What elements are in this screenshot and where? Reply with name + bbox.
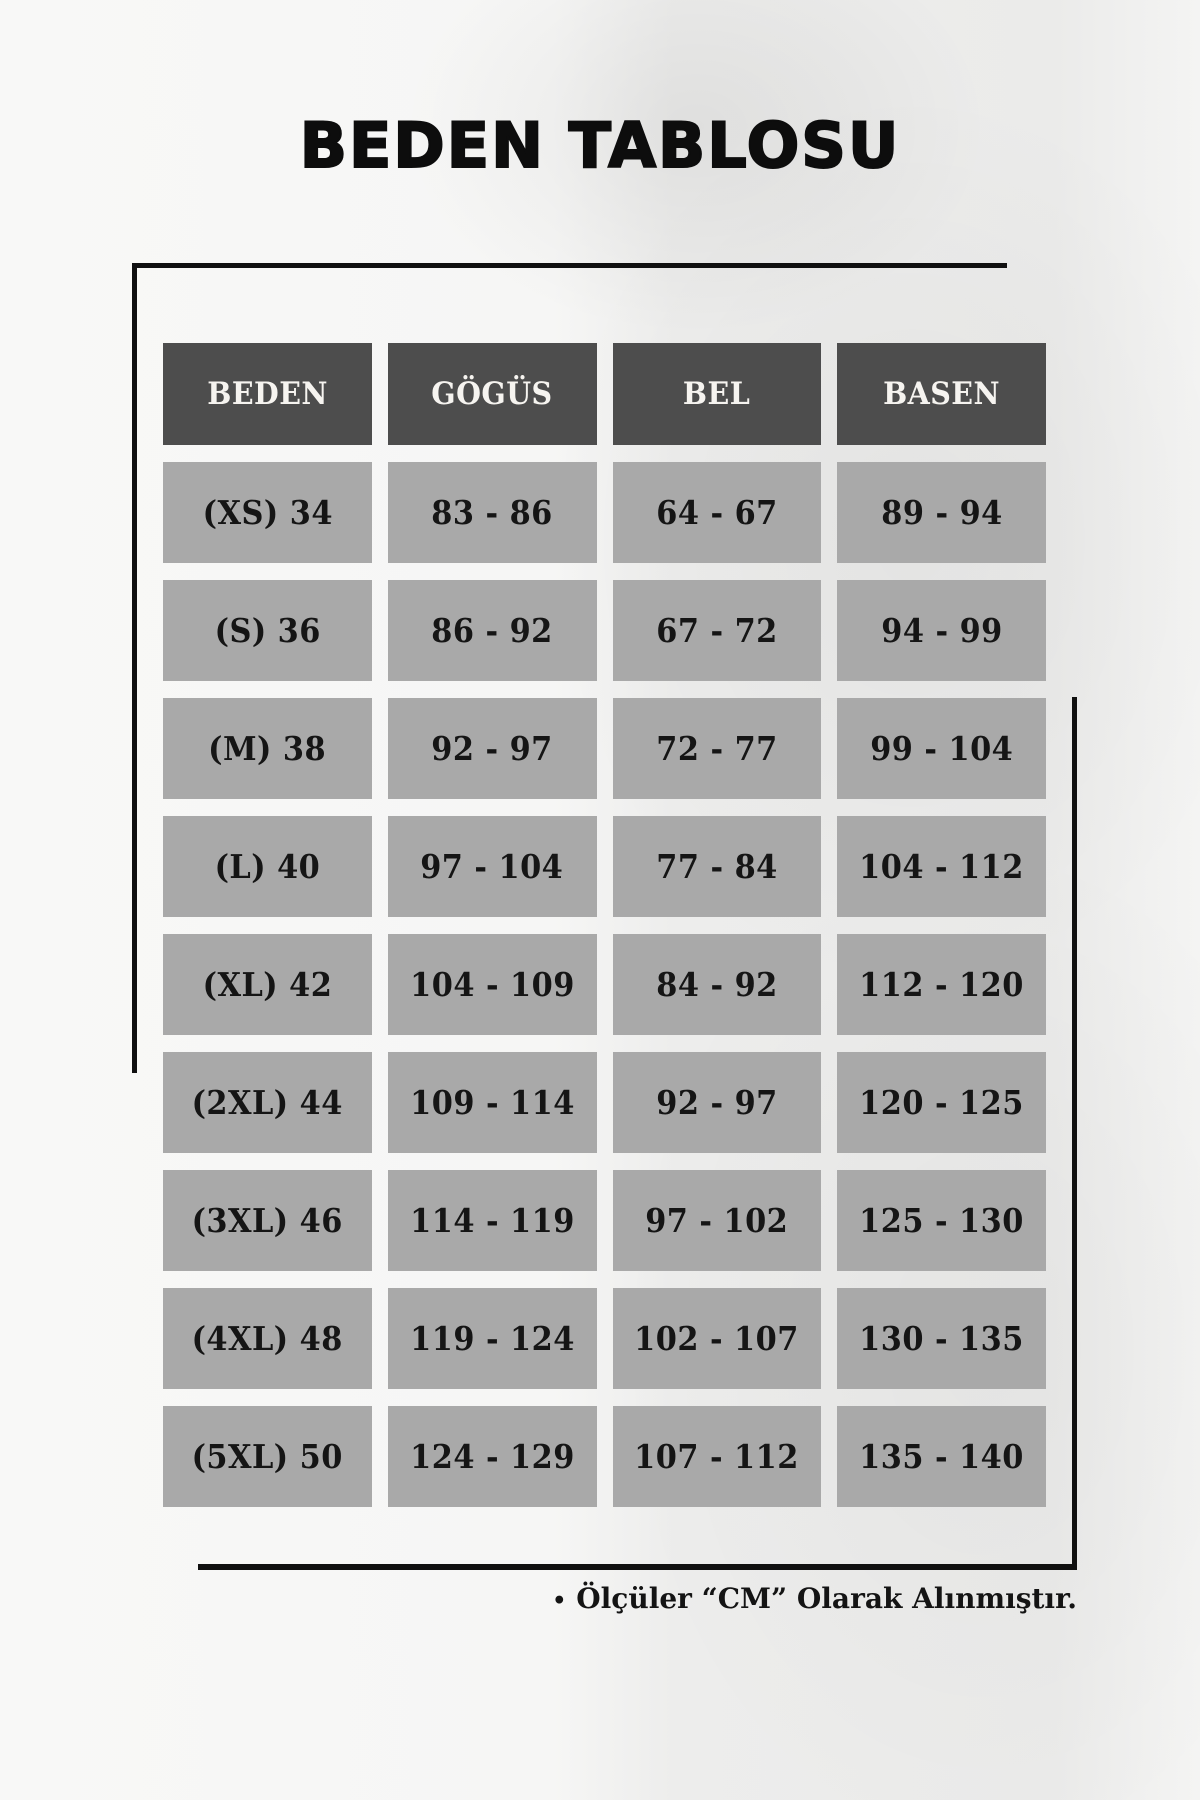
table-cell: (S) 36 bbox=[163, 580, 372, 681]
table-cell-value: 77 - 84 bbox=[656, 847, 778, 886]
table-cell-value: 67 - 72 bbox=[656, 611, 778, 650]
table-cell-value: 109 - 114 bbox=[409, 1083, 575, 1122]
header-cell-label: BASEN bbox=[883, 376, 1001, 412]
table-cell-value: (S) 36 bbox=[214, 611, 321, 650]
table-cell-value: 83 - 86 bbox=[431, 493, 553, 532]
table-cell: 109 - 114 bbox=[387, 1052, 597, 1153]
table-cell-value: 114 - 119 bbox=[409, 1201, 575, 1240]
table-cell-value: (M) 38 bbox=[208, 729, 327, 768]
table-cell-value: 125 - 130 bbox=[859, 1201, 1024, 1240]
table-cell-value: 99 - 104 bbox=[870, 729, 1014, 768]
table-cell: 135 - 140 bbox=[837, 1406, 1046, 1507]
table-cell: 72 - 77 bbox=[612, 698, 822, 799]
table-cell-value: 102 - 107 bbox=[634, 1319, 800, 1358]
table-cell: 84 - 92 bbox=[612, 934, 822, 1035]
table-cell: 94 - 99 bbox=[837, 580, 1046, 681]
table-cell: (M) 38 bbox=[163, 698, 372, 799]
table-cell: 97 - 104 bbox=[387, 816, 597, 917]
table-cell-value: 86 - 92 bbox=[431, 611, 553, 650]
table-cell-value: 97 - 102 bbox=[645, 1201, 789, 1240]
table-cell-value: 104 - 109 bbox=[409, 965, 575, 1004]
table-cell-value: 130 - 135 bbox=[859, 1319, 1024, 1358]
table-cell-value: (4XL) 48 bbox=[191, 1319, 344, 1358]
table-cell: 102 - 107 bbox=[612, 1288, 822, 1389]
header-cell-1: GÖGÜS bbox=[387, 343, 597, 445]
table-cell-value: 92 - 97 bbox=[656, 1083, 778, 1122]
table-cell-value: 112 - 120 bbox=[859, 965, 1024, 1004]
frame-top-line bbox=[134, 263, 1007, 268]
table-cell: 83 - 86 bbox=[387, 462, 597, 563]
table-cell-value: 104 - 112 bbox=[859, 847, 1024, 886]
table-cell-value: 94 - 99 bbox=[880, 611, 1003, 650]
table-cell-value: 72 - 77 bbox=[656, 729, 778, 768]
table-cell: 130 - 135 bbox=[837, 1288, 1046, 1389]
table-cell: 86 - 92 bbox=[387, 580, 597, 681]
table-cell: 124 - 129 bbox=[387, 1406, 597, 1507]
table-cell: 92 - 97 bbox=[612, 1052, 822, 1153]
frame-bottom-line bbox=[198, 1564, 1077, 1570]
table-cell-value: (XL) 42 bbox=[202, 965, 333, 1004]
frame-right-line bbox=[1072, 697, 1077, 1570]
table-cell-value: 89 - 94 bbox=[880, 493, 1003, 532]
table-cell: 92 - 97 bbox=[387, 698, 597, 799]
table-cell-value: (3XL) 46 bbox=[191, 1201, 344, 1240]
table-cell-value: (2XL) 44 bbox=[191, 1083, 344, 1122]
table-cell: (XL) 42 bbox=[163, 934, 372, 1035]
table-cell: 104 - 109 bbox=[387, 934, 597, 1035]
table-cell: (L) 40 bbox=[163, 816, 372, 917]
table-cell: 120 - 125 bbox=[837, 1052, 1046, 1153]
table-cell: 114 - 119 bbox=[387, 1170, 597, 1271]
table-cell: 99 - 104 bbox=[837, 698, 1046, 799]
table-cell-value: 84 - 92 bbox=[656, 965, 778, 1004]
table-cell-value: 97 - 104 bbox=[420, 847, 564, 886]
page-title: BEDEN TABLOSU bbox=[299, 109, 901, 183]
bullet-icon: • bbox=[552, 1587, 567, 1614]
frame-left-line bbox=[132, 263, 137, 1073]
table-cell-value: (XS) 34 bbox=[202, 493, 333, 532]
table-cell: 119 - 124 bbox=[387, 1288, 597, 1389]
table-cell: 112 - 120 bbox=[837, 934, 1046, 1035]
table-cell: 67 - 72 bbox=[612, 580, 822, 681]
table-cell: 125 - 130 bbox=[837, 1170, 1046, 1271]
header-cell-label: BEDEN bbox=[207, 376, 328, 412]
table-cell-value: (5XL) 50 bbox=[191, 1437, 344, 1476]
table-cell-value: 119 - 124 bbox=[409, 1319, 575, 1358]
table-cell-value: 135 - 140 bbox=[859, 1437, 1024, 1476]
table-cell-value: 64 - 67 bbox=[656, 493, 778, 532]
table-cell: 77 - 84 bbox=[612, 816, 822, 917]
header-cell-2: BEL bbox=[612, 343, 822, 445]
footer-note-text: Ölçüler “CM” Olarak Alınmıştır. bbox=[576, 1582, 1077, 1615]
table-cell: (2XL) 44 bbox=[163, 1052, 372, 1153]
table-cell: 97 - 102 bbox=[612, 1170, 822, 1271]
table-cell-value: 124 - 129 bbox=[409, 1437, 575, 1476]
table-cell: 89 - 94 bbox=[837, 462, 1046, 563]
table-cell: 104 - 112 bbox=[837, 816, 1046, 917]
table-cell-value: (L) 40 bbox=[214, 847, 321, 886]
footer-note: • Ölçüler “CM” Olarak Alınmıştır. bbox=[552, 1582, 1077, 1615]
table-cell: 64 - 67 bbox=[612, 462, 822, 563]
table-cell: 107 - 112 bbox=[612, 1406, 822, 1507]
header-cell-0: BEDEN bbox=[163, 343, 372, 445]
header-cell-label: GÖGÜS bbox=[431, 376, 553, 412]
table-cell-value: 120 - 125 bbox=[859, 1083, 1024, 1122]
size-table: BEDEN GÖGÜS BEL BASEN (XS) 34 83 - 86 64 - 67 8… bbox=[163, 343, 1046, 1507]
header-cell-label: BEL bbox=[683, 376, 751, 412]
table-cell-value: 107 - 112 bbox=[634, 1437, 800, 1476]
header-cell-3: BASEN bbox=[837, 343, 1046, 445]
table-cell: (5XL) 50 bbox=[163, 1406, 372, 1507]
table-cell: (4XL) 48 bbox=[163, 1288, 372, 1389]
table-cell: (XS) 34 bbox=[163, 462, 372, 563]
table-cell-value: 92 - 97 bbox=[431, 729, 553, 768]
table-cell: (3XL) 46 bbox=[163, 1170, 372, 1271]
